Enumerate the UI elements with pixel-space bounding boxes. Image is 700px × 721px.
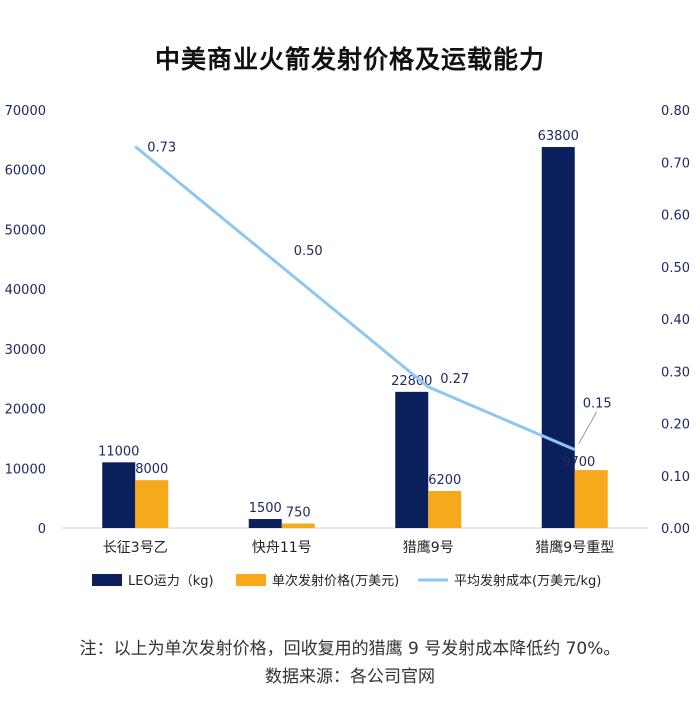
bar-launch-price (281, 523, 315, 528)
line-value-label: 0.27 (440, 372, 469, 387)
y-left-tick-label: 50000 (5, 223, 46, 238)
legend-label: LEO运力（kg) (128, 574, 214, 589)
bar-leo-capacity (248, 519, 282, 528)
data-source: 数据来源：各公司官网 (265, 667, 435, 687)
legend-swatch-bar (92, 574, 122, 586)
legend-label: 平均发射成本(万美元/kg) (454, 573, 601, 589)
leader-line (578, 411, 598, 444)
y-left-tick-label: 0 (38, 522, 46, 537)
y-left-tick-label: 40000 (5, 283, 46, 298)
y-left-tick-label: 60000 (5, 164, 46, 179)
y-right-tick-label: 0.20 (661, 418, 690, 433)
legend-label: 单次发射价格(万美元) (272, 573, 399, 589)
y-right-tick-label: 0.30 (661, 365, 690, 380)
y-left-tick-label: 20000 (5, 403, 46, 418)
bar-launch-price (574, 470, 608, 528)
y-right-tick-label: 0.40 (661, 313, 690, 328)
line-value-label: 0.15 (583, 397, 612, 412)
bar-value-label: 63800 (538, 129, 579, 144)
bar-value-label: 22800 (391, 374, 432, 389)
y-right-tick-label: 0.50 (661, 261, 690, 276)
x-tick-label: 长征3号乙 (103, 540, 168, 556)
y-left-tick-label: 10000 (5, 462, 46, 477)
bar-launch-price (428, 490, 462, 528)
line-value-label: 0.50 (294, 244, 323, 259)
chart-title: 中美商业火箭发射价格及运载能力 (154, 45, 545, 74)
x-tick-label: 猎鹰9号重型 (535, 540, 614, 556)
y-right-tick-label: 0.10 (661, 470, 690, 485)
bar-value-label: 1500 (249, 501, 282, 516)
bar-value-label: 9700 (562, 455, 595, 470)
bar-value-label: 11000 (98, 444, 139, 459)
bar-value-label: 750 (286, 506, 311, 521)
line-value-label: 0.73 (147, 141, 176, 156)
y-left-tick-label: 70000 (5, 104, 46, 119)
y-right-tick-label: 0.80 (661, 104, 690, 119)
footnote: 注：以上为单次发射价格，回收复用的猎鹰 9 号发射成本降低约 70%。 (79, 639, 621, 659)
y-right-tick-label: 0.00 (661, 522, 690, 537)
y-right-tick-label: 0.60 (661, 209, 690, 224)
combo-chart: 0 10000 20000 30000 40000 50000 60000 70000 0.00… (5, 104, 690, 589)
legend-swatch-bar (236, 574, 266, 586)
x-tick-label: 快舟11号 (252, 540, 312, 556)
bar-value-label: 8000 (135, 462, 168, 477)
bar-leo-capacity (395, 391, 429, 528)
bar-value-label: 6200 (428, 473, 461, 488)
bar-leo-capacity (102, 462, 136, 528)
bar-leo-capacity (541, 147, 575, 528)
line-avg-cost (134, 145, 576, 452)
y-right-tick-label: 0.70 (661, 156, 690, 171)
y-left-tick-label: 30000 (5, 343, 46, 358)
x-tick-label: 猎鹰9号 (403, 540, 454, 556)
bar-launch-price (135, 480, 169, 528)
